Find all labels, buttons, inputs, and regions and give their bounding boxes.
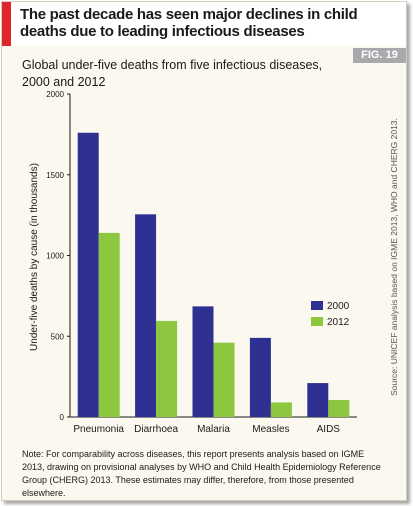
bar-2012-malaria [213, 342, 235, 417]
bar-2012-pneumonia [98, 232, 120, 417]
figure-headline: The past decade has seen major declines … [20, 6, 358, 40]
header-accent-bar [2, 2, 11, 46]
x-tick-label: Malaria [197, 424, 230, 435]
figure-number-badge: FIG. 19 [353, 48, 406, 63]
bar-2000-diarrhoea [135, 214, 157, 417]
bar-2012-aids [328, 400, 350, 417]
y-tick-label: 2000 [46, 90, 64, 99]
figure-card: The past decade has seen major declines … [1, 1, 407, 501]
legend-label-2000: 2000 [327, 301, 350, 312]
legend-swatch-2012 [311, 317, 323, 326]
legend-swatch-2000 [311, 301, 323, 310]
figure-header: The past decade has seen major declines … [2, 2, 406, 46]
bar-2000-malaria [192, 306, 214, 417]
x-tick-label: AIDS [317, 424, 341, 435]
chart-title: Global under-five deaths from five infec… [22, 58, 323, 89]
x-tick-label: Measles [252, 424, 289, 435]
bar-2012-diarrhoea [156, 320, 178, 417]
bar-2012-measles [270, 402, 292, 417]
x-tick-label: Diarrhoea [134, 424, 178, 435]
y-tick-label: 500 [51, 332, 65, 341]
y-tick-label: 1500 [46, 171, 64, 180]
bar-2000-aids [307, 383, 329, 417]
legend-label-2012: 2012 [327, 317, 350, 328]
y-tick-label: 1000 [46, 252, 64, 261]
y-tick-label: 0 [60, 413, 65, 422]
footnote: Note: For comparability across diseases,… [22, 449, 381, 498]
bar-2000-pneumonia [77, 132, 99, 417]
x-tick-label: Pneumonia [73, 424, 124, 435]
plot-area: 0 500 1000 1500 2000 Pneumonia Diarrhoea Malari… [46, 90, 357, 435]
bar-2000-measles [249, 337, 271, 417]
